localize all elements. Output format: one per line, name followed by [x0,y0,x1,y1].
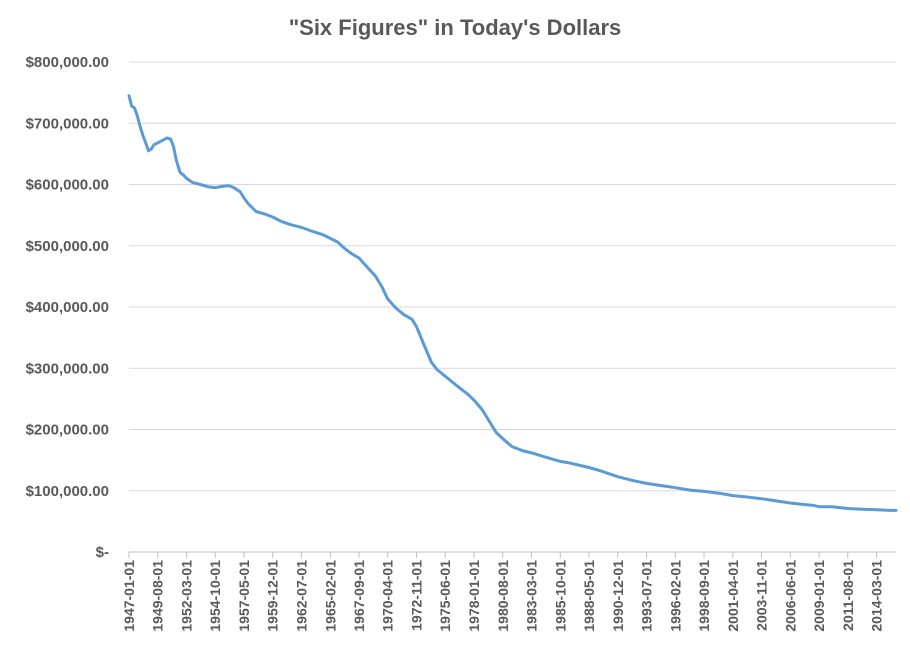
y-axis-ticks: $- $100,000.00 $200,000.00 $300,000.00 $400,… [26,54,109,561]
x-tick-label: 1988-05-01 [581,560,597,632]
y-tick-label: $600,000.00 [26,177,109,194]
series-layer [127,94,898,512]
y-tick-label: $400,000.00 [26,299,109,316]
x-tick-label: 1978-01-01 [466,560,482,632]
x-tick-label: 1990-12-01 [610,560,626,632]
x-tick-label: 2014-03-01 [868,560,884,632]
x-tick-label: 1993-07-01 [638,560,654,632]
y-tick-label: $700,000.00 [26,115,109,132]
x-tick-label: 1957-05-01 [236,560,252,632]
x-tick-label: 1998-09-01 [696,560,712,632]
x-tick-label: 1972-11-01 [409,560,425,631]
chart-title: "Six Figures" in Today's Dollars [289,15,622,40]
x-tick-label: 2006-06-01 [782,560,798,632]
x-tick-label: 1947-01-01 [121,560,137,632]
x-axis: 1947-01-01 1949-08-01 1952-03-01 1954-10-01… [121,551,896,632]
x-tick-label: 2011-08-01 [840,560,856,631]
x-tick-label: 1983-03-01 [523,560,539,632]
x-tick-label: 1970-04-01 [380,560,396,632]
y-tick-label: $800,000.00 [26,54,109,71]
x-tick-label: 1965-02-01 [322,560,338,632]
y-tick-label: $200,000.00 [26,422,109,439]
x-tick-label: 1996-02-01 [667,560,683,632]
x-tick-label: 1985-10-01 [552,560,568,632]
x-tick-label: 1959-12-01 [265,560,281,632]
x-tick-label: 1954-10-01 [207,560,223,632]
y-tick-label: $100,000.00 [26,483,109,500]
y-tick-label: $300,000.00 [26,360,109,377]
x-tick-label: 1952-03-01 [178,560,194,632]
x-tick-label: 1967-09-01 [351,560,367,632]
y-tick-label: $500,000.00 [26,238,109,255]
x-tick-label: 2003-11-01 [754,560,770,631]
gridlines [129,61,896,492]
x-tick-label: 2009-01-01 [811,560,827,632]
x-tick-label: 1962-07-01 [293,560,309,632]
series-line-0 [127,94,898,512]
y-tick-label: $- [96,544,109,561]
x-tick-label: 2001-04-01 [725,560,741,632]
x-tick-label: 1975-06-01 [437,560,453,632]
x-tick-label: 1980-08-01 [495,560,511,632]
x-tick-label: 1949-08-01 [150,560,166,632]
